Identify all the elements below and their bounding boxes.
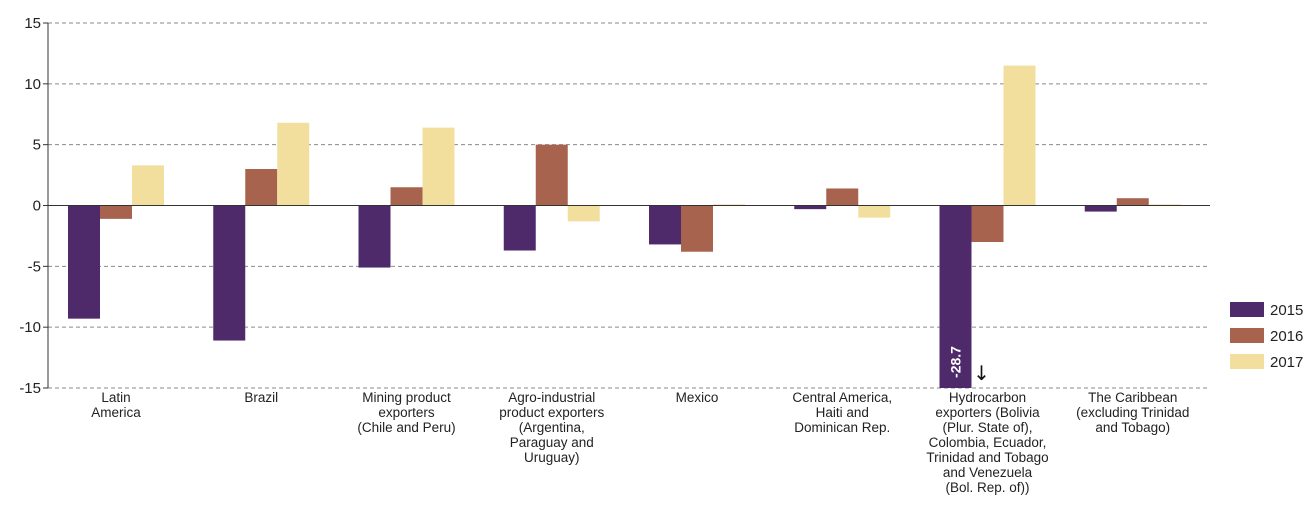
truncated-bar-value-label: -28.7 — [948, 346, 964, 378]
category-label: Latin America — [91, 390, 141, 420]
y-tick-label: -15 — [19, 380, 41, 397]
legend: 2015 2016 2017 — [1230, 302, 1303, 371]
bar-2017-7 — [1148, 204, 1181, 206]
bar-2015-1 — [213, 205, 246, 341]
bar-2017-0 — [132, 165, 164, 206]
bar-2015-3 — [503, 205, 536, 251]
y-tick-label: -5 — [28, 258, 41, 275]
category-label: The Caribbean (excluding Trinidad and Toba… — [1076, 390, 1189, 435]
category-label: Agro-industrial product exporters (Argenti… — [499, 390, 604, 465]
bar-2015-4 — [649, 205, 681, 245]
bar-2016-3 — [535, 144, 568, 206]
y-tick-label: 5 — [33, 137, 41, 154]
bar-2017-2 — [422, 127, 455, 206]
bar-2017-3 — [567, 205, 600, 222]
bar-2015-5 — [794, 205, 827, 210]
legend-label-2015: 2015 — [1270, 302, 1303, 319]
y-tick-label: 15 — [24, 15, 41, 32]
bar-2017-4 — [713, 204, 745, 206]
bar-2016-0 — [100, 205, 132, 219]
y-axis: -15 -10 -5 0 5 10 15 — [19, 15, 49, 397]
category-label: Central America, Haiti and Dominican Rep. — [792, 390, 892, 435]
category-label: Mining product exporters (Chile and Peru) — [357, 390, 455, 435]
bar-annotation: -28.7 ↓ — [948, 346, 990, 385]
bars — [68, 65, 1181, 388]
category-labels: Latin America Brazil Mining product exporter… — [91, 390, 1189, 495]
bar-2016-1 — [245, 169, 278, 206]
legend-swatch-2016 — [1230, 328, 1264, 343]
bar-2016-5 — [826, 188, 859, 206]
category-label: Hydrocarbon exporters (Bolivia (Plur. Stat… — [926, 390, 1048, 495]
bar-2017-5 — [858, 205, 891, 218]
y-tick-label: -10 — [19, 319, 41, 336]
bar-2015-7 — [1084, 205, 1117, 212]
bar-2015-2 — [358, 205, 391, 268]
bar-2016-7 — [1116, 198, 1149, 206]
bar-2016-6 — [971, 205, 1004, 242]
bar-2015-6 — [939, 205, 972, 388]
bar-2017-6 — [1003, 65, 1036, 206]
legend-swatch-2015 — [1230, 302, 1264, 317]
down-arrow-icon: ↓ — [973, 361, 990, 385]
bar-2017-1 — [277, 122, 310, 206]
legend-label-2016: 2016 — [1270, 328, 1303, 345]
category-label: Brazil — [244, 390, 278, 405]
bar-2015-0 — [68, 205, 100, 319]
category-label: Mexico — [676, 390, 719, 405]
bar-2016-4 — [681, 205, 713, 252]
legend-swatch-2017 — [1230, 354, 1264, 369]
legend-label-2017: 2017 — [1270, 354, 1303, 371]
bar-2016-2 — [390, 187, 423, 206]
y-tick-label: 0 — [33, 198, 41, 215]
y-tick-label: 10 — [24, 76, 41, 93]
